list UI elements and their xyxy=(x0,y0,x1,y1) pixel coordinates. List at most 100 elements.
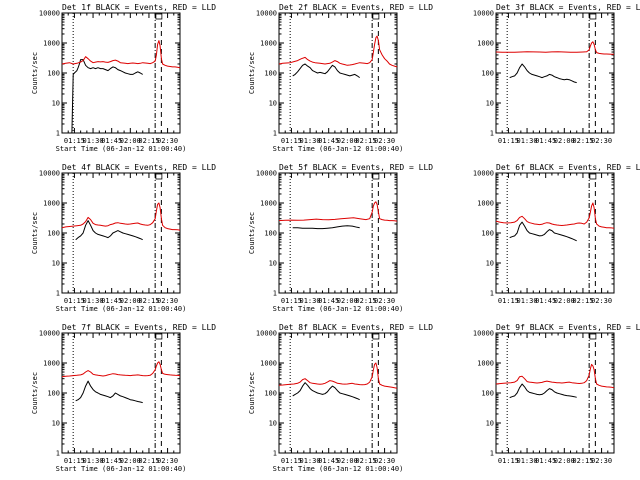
series-events-line xyxy=(509,63,577,84)
x-tick-label: 02:30 xyxy=(374,457,395,465)
x-tick-label: 02:00 xyxy=(337,297,358,305)
x-tick-label: 01:15 xyxy=(281,137,302,145)
y-tick-label: 1 xyxy=(490,130,494,138)
panel-9: Det 9f BLACK = Events, RED = LLD 1 10 100 10… xyxy=(473,323,640,465)
x-axis-label: Start Time (06-Jan-12 01:00:40) xyxy=(273,145,404,153)
series-lld-line xyxy=(278,362,398,389)
x-tick-label: 02:00 xyxy=(120,457,141,465)
series-lld-line xyxy=(495,363,615,389)
y-tick-label: 100 xyxy=(264,230,277,238)
y-tick-label: 10000 xyxy=(39,10,60,18)
x-axis-label: Start Time (06-Jan-12 01:00:40) xyxy=(56,305,187,313)
attenuator-box-icon xyxy=(589,173,597,180)
series-lld-line xyxy=(61,361,181,378)
y-tick-label: 10 xyxy=(486,420,494,428)
series-events-line xyxy=(75,220,143,241)
y-tick-label: 10 xyxy=(269,260,277,268)
x-tick-label: 02:15 xyxy=(355,137,376,145)
x-tick-label: 02:15 xyxy=(138,457,159,465)
y-axis-label: Counts/sec xyxy=(31,52,39,94)
y-tick-label: 1000 xyxy=(43,200,60,208)
x-tick-label: 01:15 xyxy=(64,457,85,465)
x-tick-label: 02:00 xyxy=(554,457,575,465)
x-tick-label: 01:15 xyxy=(64,137,85,145)
series-events-line xyxy=(71,59,143,134)
x-tick-label: 01:30 xyxy=(517,297,538,305)
y-tick-label: 1 xyxy=(273,130,277,138)
series-events-line xyxy=(292,382,360,401)
x-tick-label: 01:45 xyxy=(101,137,122,145)
x-tick-label: 01:45 xyxy=(318,457,339,465)
x-tick-label: 02:15 xyxy=(355,297,376,305)
y-tick-label: 10 xyxy=(486,260,494,268)
y-tick-label: 10000 xyxy=(473,330,494,338)
y-tick-label: 1000 xyxy=(260,40,277,48)
y-axis-label: Counts/sec xyxy=(248,372,256,414)
series-lld-line xyxy=(278,35,398,68)
y-axis-label: Counts/sec xyxy=(248,52,256,94)
y-tick-label: 1000 xyxy=(477,40,494,48)
panel-title: Det 8f BLACK = Events, RED = LLD xyxy=(279,323,433,332)
y-tick-label: 1 xyxy=(273,450,277,458)
y-tick-label: 1 xyxy=(490,290,494,298)
y-tick-label: 100 xyxy=(47,390,60,398)
y-tick-label: 10000 xyxy=(473,10,494,18)
y-axis-label: Counts/sec xyxy=(31,372,39,414)
series-events-line xyxy=(509,383,577,399)
panel-1: Det 1f BLACK = Events, RED = LLD 1 10 100 10… xyxy=(31,3,216,153)
x-tick-label: 02:00 xyxy=(120,137,141,145)
y-tick-label: 1 xyxy=(56,130,60,138)
series-events-line xyxy=(509,221,577,242)
x-tick-label: 02:15 xyxy=(572,137,593,145)
y-tick-label: 100 xyxy=(264,70,277,78)
plot-frame xyxy=(495,332,615,454)
y-tick-label: 1000 xyxy=(477,360,494,368)
y-tick-label: 100 xyxy=(47,230,60,238)
series-events-line xyxy=(75,380,143,404)
panel-title: Det 9f BLACK = Events, RED = LLD xyxy=(496,323,640,332)
x-axis-label: Start Time (06-Jan-12 01:00:40) xyxy=(273,465,404,473)
y-tick-label: 1 xyxy=(56,450,60,458)
x-tick-label: 01:45 xyxy=(101,457,122,465)
plot-frame xyxy=(61,332,181,454)
x-tick-label: 01:30 xyxy=(83,457,104,465)
y-tick-label: 100 xyxy=(264,390,277,398)
series-events-line xyxy=(292,63,360,79)
attenuator-box-icon xyxy=(155,13,163,20)
x-tick-label: 02:15 xyxy=(138,137,159,145)
x-tick-label: 02:30 xyxy=(157,297,178,305)
plot-frame xyxy=(495,12,615,134)
x-tick-label: 02:30 xyxy=(157,137,178,145)
y-tick-label: 10 xyxy=(486,100,494,108)
y-tick-label: 1000 xyxy=(43,360,60,368)
x-tick-label: 01:15 xyxy=(498,297,519,305)
attenuator-box-icon xyxy=(589,13,597,20)
x-tick-label: 01:15 xyxy=(498,137,519,145)
y-tick-label: 1000 xyxy=(477,200,494,208)
x-tick-label: 01:30 xyxy=(300,457,321,465)
y-axis-label: Counts/sec xyxy=(248,212,256,254)
y-tick-label: 10 xyxy=(52,260,60,268)
x-tick-label: 02:00 xyxy=(337,457,358,465)
series-lld-line xyxy=(495,202,615,229)
panel-title: Det 2f BLACK = Events, RED = LLD xyxy=(279,3,433,12)
x-axis-label: Start Time (06-Jan-12 01:00:40) xyxy=(273,305,404,313)
series-lld-line xyxy=(278,201,398,222)
x-tick-label: 01:45 xyxy=(318,297,339,305)
x-tick-label: 01:30 xyxy=(83,297,104,305)
x-tick-label: 02:30 xyxy=(374,137,395,145)
series-lld-line xyxy=(61,40,181,69)
y-tick-label: 1000 xyxy=(260,360,277,368)
x-tick-label: 02:00 xyxy=(554,297,575,305)
attenuator-box-icon xyxy=(155,333,163,340)
x-tick-label: 02:15 xyxy=(572,457,593,465)
series-lld-line xyxy=(495,41,614,55)
series-lld-line xyxy=(61,202,181,231)
x-tick-label: 01:30 xyxy=(300,297,321,305)
y-tick-label: 10000 xyxy=(256,330,277,338)
x-tick-label: 02:00 xyxy=(120,297,141,305)
x-tick-label: 01:45 xyxy=(535,457,556,465)
y-tick-label: 1 xyxy=(490,450,494,458)
x-tick-label: 01:30 xyxy=(517,137,538,145)
